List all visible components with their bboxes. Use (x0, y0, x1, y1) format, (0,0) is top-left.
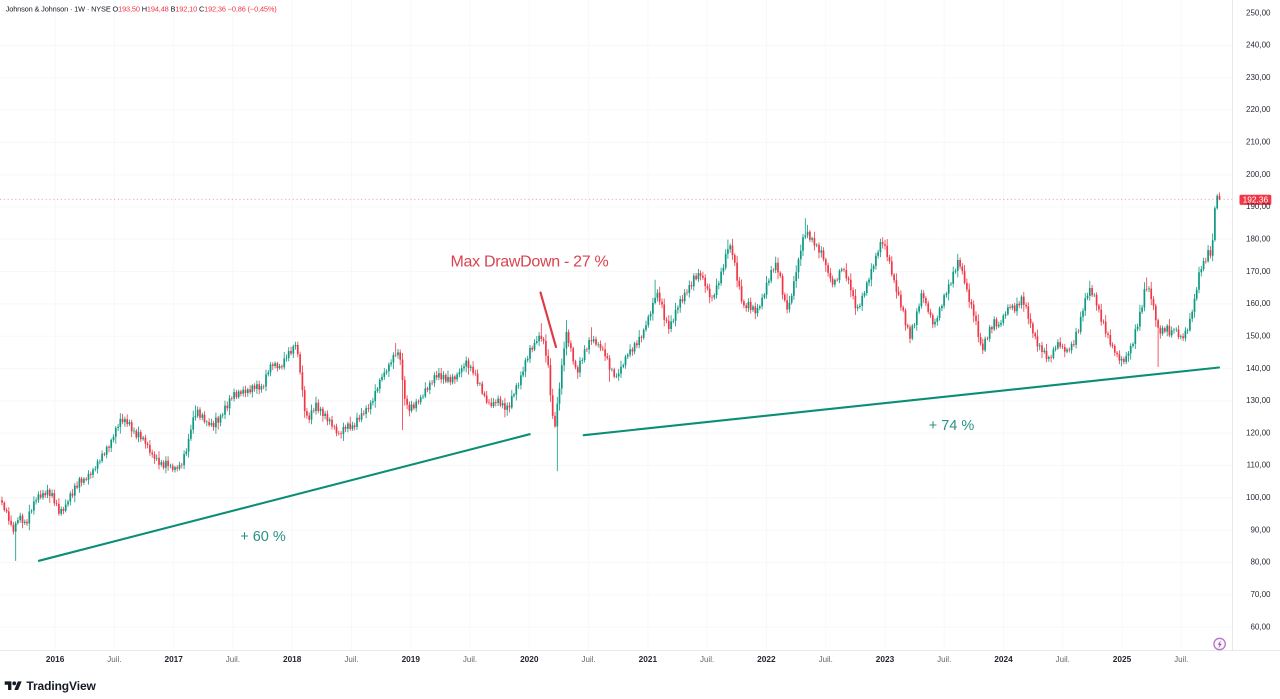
svg-text:2022: 2022 (757, 654, 776, 664)
svg-text:192,36: 192,36 (1243, 195, 1269, 205)
svg-text:2024: 2024 (994, 654, 1013, 664)
svg-text:150,00: 150,00 (1246, 332, 1271, 341)
svg-text:210,00: 210,00 (1246, 138, 1271, 147)
svg-text:230,00: 230,00 (1246, 73, 1271, 82)
svg-text:180,00: 180,00 (1246, 235, 1271, 244)
svg-text:130,00: 130,00 (1246, 396, 1271, 405)
svg-text:170,00: 170,00 (1246, 267, 1271, 276)
svg-text:2017: 2017 (164, 654, 183, 664)
svg-text:2020: 2020 (520, 654, 539, 664)
svg-text:2021: 2021 (639, 654, 658, 664)
svg-text:70,00: 70,00 (1250, 590, 1271, 599)
svg-text:Juil.: Juil. (463, 655, 477, 664)
svg-text:Juil.: Juil. (1174, 655, 1188, 664)
svg-text:Max DrawDown - 27 %: Max DrawDown - 27 % (451, 254, 609, 271)
svg-text:2018: 2018 (283, 654, 302, 664)
svg-text:200,00: 200,00 (1246, 170, 1271, 179)
svg-text:120,00: 120,00 (1246, 428, 1271, 437)
svg-text:Juil.: Juil. (581, 655, 595, 664)
svg-text:Juil.: Juil. (937, 655, 951, 664)
svg-text:160,00: 160,00 (1246, 299, 1271, 308)
svg-text:190,00: 190,00 (1246, 202, 1271, 211)
svg-text:Juil.: Juil. (226, 655, 240, 664)
svg-text:Juil.: Juil. (700, 655, 714, 664)
svg-text:TradingView: TradingView (26, 679, 96, 693)
svg-text:2019: 2019 (402, 654, 421, 664)
svg-text:Juil.: Juil. (1056, 655, 1070, 664)
svg-text:+ 60 %: + 60 % (240, 529, 286, 545)
svg-text:Juil.: Juil. (344, 655, 358, 664)
svg-text:+ 74 %: + 74 % (929, 418, 975, 434)
svg-text:Johnson & Johnson · 1W · NYSE: Johnson & Johnson · 1W · NYSE O193,50 H1… (6, 5, 277, 14)
svg-text:2023: 2023 (876, 654, 895, 664)
svg-text:110,00: 110,00 (1247, 461, 1271, 470)
svg-text:80,00: 80,00 (1250, 558, 1271, 567)
svg-text:Juil.: Juil. (107, 655, 121, 664)
svg-text:2016: 2016 (46, 654, 65, 664)
svg-text:60,00: 60,00 (1250, 622, 1271, 631)
svg-text:100,00: 100,00 (1246, 493, 1271, 502)
svg-text:240,00: 240,00 (1246, 41, 1271, 50)
svg-text:Juil.: Juil. (819, 655, 833, 664)
svg-text:220,00: 220,00 (1246, 105, 1271, 114)
svg-text:90,00: 90,00 (1250, 525, 1271, 534)
svg-text:2025: 2025 (1113, 654, 1132, 664)
svg-text:250,00: 250,00 (1246, 8, 1271, 17)
svg-text:140,00: 140,00 (1246, 364, 1271, 373)
